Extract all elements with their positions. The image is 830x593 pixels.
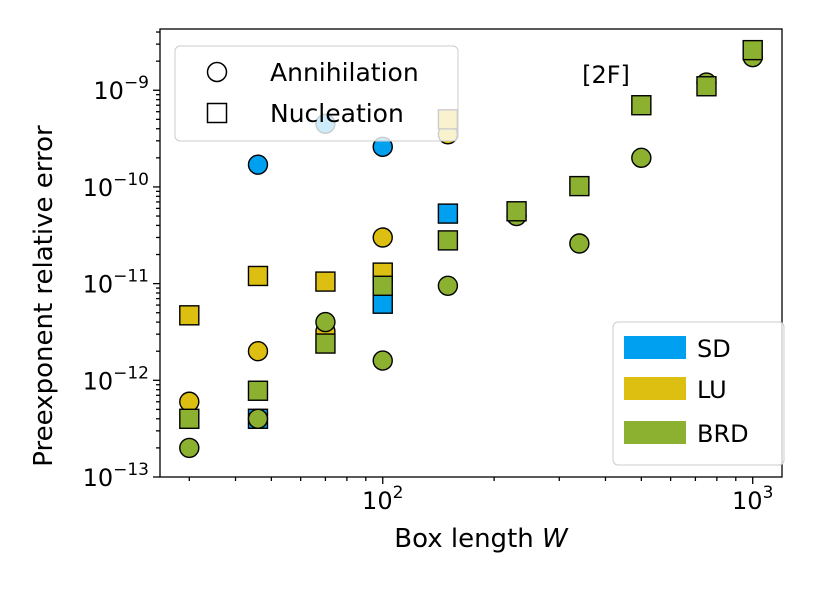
annihilation-point-sd [247,154,269,175]
annihilation-point-brd [631,147,652,169]
annihilation-point-lu [372,227,393,248]
annihilation-point-brd [372,350,393,371]
legend-swatch-sd [624,336,686,359]
annihilation-point-brd [315,311,336,333]
circle-marker-icon [206,61,228,83]
annihilation-point-brd [247,408,269,429]
nucleation-point-brd [569,175,590,197]
nucleation-point-brd [247,380,269,401]
panel-annotation: [2F] [582,61,630,89]
axis-ticks: 102 103 10−13 10−12 10−11 10−10 10−9 [83,31,773,515]
nucleation-point-brd [506,201,527,222]
legend-label-nucleation: Nucleation [270,99,404,128]
square-marker-icon [206,102,228,124]
legend-label-sd: SD [697,335,731,363]
nucleation-point-sd [437,203,459,224]
nucleation-point-sd [372,293,393,314]
nucleation-point-brd [631,95,652,116]
nucleation-point-brd [437,230,459,251]
legend-label-brd: BRD [697,420,749,448]
x-tick-label: 102 [362,483,403,515]
legend-label-annihilation: Annihilation [270,58,419,87]
nucleation-point-lu [179,305,200,326]
annihilation-point-lu [179,391,200,412]
legend-swatch-brd [624,421,686,444]
x-tick-label: 103 [732,483,773,515]
nucleation-point-brd [372,275,393,296]
y-tick-label: 10−11 [83,267,149,299]
color-legend: SD LU BRD [612,321,785,466]
y-tick-label: 10−12 [83,363,149,395]
nucleation-point-lu [315,271,336,292]
data-marks [179,39,763,459]
annihilation-point-brd [437,275,459,296]
legend-label-lu: LU [697,376,727,404]
nucleation-point-brd [742,39,763,61]
y-tick-label: 10−9 [93,73,149,105]
nucleation-point-lu [247,265,269,287]
y-tick-label: 10−10 [83,170,149,202]
y-axis-label: Preexponent relative error [29,125,59,467]
nucleation-point-brd [315,333,336,354]
annihilation-point-lu [247,341,269,362]
y-tick-label: 10−13 [83,460,149,492]
annihilation-point-brd [179,437,200,459]
plot-frame [159,28,783,478]
nucleation-point-brd [696,76,717,97]
marker-legend: Annihilation Nucleation [174,45,459,142]
annihilation-point-brd [569,233,590,254]
x-axis-label: Box length W [394,524,569,554]
marker-legend-box [174,45,459,142]
nucleation-point-brd [179,408,200,429]
legend-swatch-lu [624,377,686,400]
